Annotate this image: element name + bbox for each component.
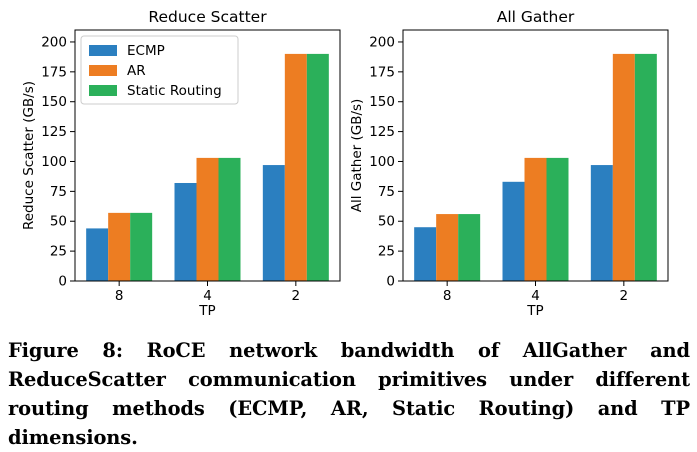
x-tick-label: 4	[203, 288, 212, 304]
chart-title: All Gather	[497, 8, 575, 26]
legend-swatch-static-routing	[89, 85, 117, 96]
bar-static-routing-tp4	[218, 157, 241, 281]
y-tick-label: 0	[58, 274, 67, 290]
y-tick-label: 50	[50, 214, 67, 230]
bar-static-routing-tp8	[130, 212, 153, 281]
y-tick-label: 175	[369, 64, 395, 80]
y-axis-label: All Gather (GB/s)	[349, 99, 365, 213]
y-tick-label: 150	[369, 94, 395, 110]
legend-box	[80, 35, 239, 105]
bandwidth-bar-charts: 0 25 50 75 100 125 150 175 200 8 4 2 Reduce Scatter T…	[21, 8, 669, 319]
y-tick-label: 175	[41, 64, 67, 80]
x-axis-label: TP	[526, 303, 543, 319]
bar-ecmp-tp8	[86, 228, 109, 281]
y-tick-label: 0	[386, 274, 395, 290]
legend-label-ecmp: ECMP	[127, 43, 165, 59]
x-tick-label: 2	[292, 288, 301, 304]
y-tick-label: 125	[369, 124, 395, 140]
legend-label-static-routing: Static Routing	[127, 83, 222, 99]
y-tick-label: 100	[41, 154, 67, 170]
y-tick-label: 75	[378, 184, 395, 200]
bar-ar-tp8	[436, 214, 459, 281]
x-tick-label: 8	[115, 288, 124, 304]
y-tick-label: 100	[369, 154, 395, 170]
chart-panel-2: 0 25 50 75 100 125 150 175 200 8 4 2 All Gather TP All…	[349, 8, 669, 319]
x-tick-label: 4	[531, 288, 540, 304]
legend-label-ar: AR	[127, 63, 146, 79]
bar-static-routing-tp2	[634, 53, 657, 282]
figure-caption-text: RoCE network bandwidth of AllGather and …	[8, 339, 690, 449]
y-tick-label: 75	[50, 184, 67, 200]
bar-ecmp-tp4	[502, 181, 525, 281]
y-tick-label: 125	[41, 124, 67, 140]
bar-ecmp-tp4	[174, 182, 197, 281]
y-tick-label: 200	[369, 34, 395, 50]
chart-title: Reduce Scatter	[148, 8, 267, 26]
bar-ar-tp2	[612, 53, 635, 282]
bar-ecmp-tp2	[590, 165, 613, 281]
bar-static-routing-tp2	[306, 53, 329, 282]
bar-ar-tp4	[524, 157, 547, 281]
bar-ecmp-tp8	[414, 227, 437, 281]
bar-ecmp-tp2	[262, 165, 285, 281]
x-tick-label: 2	[620, 288, 629, 304]
y-tick-label: 25	[378, 244, 395, 260]
legend: ECMP AR Static Routing	[80, 35, 239, 105]
y-tick-label: 25	[50, 244, 67, 260]
bar-static-routing-tp4	[546, 157, 569, 281]
figure-caption: Figure 8: RoCE network bandwidth of AllG…	[8, 336, 690, 452]
x-tick-label: 8	[443, 288, 452, 304]
legend-swatch-ar	[89, 65, 117, 76]
x-axis-label: TP	[198, 303, 215, 319]
bar-ar-tp2	[284, 53, 307, 282]
figure-caption-label: Figure 8:	[8, 339, 123, 362]
chart-panel-1: 0 25 50 75 100 125 150 175 200 8 4 2 Reduce Scatter T…	[21, 8, 341, 319]
bar-ar-tp8	[108, 212, 131, 281]
y-tick-label: 200	[41, 34, 67, 50]
y-tick-label: 150	[41, 94, 67, 110]
y-tick-label: 50	[378, 214, 395, 230]
bar-static-routing-tp8	[458, 214, 481, 281]
y-axis-label: Reduce Scatter (GB/s)	[21, 81, 37, 230]
legend-swatch-ecmp	[89, 45, 117, 56]
bar-ar-tp4	[196, 157, 219, 281]
